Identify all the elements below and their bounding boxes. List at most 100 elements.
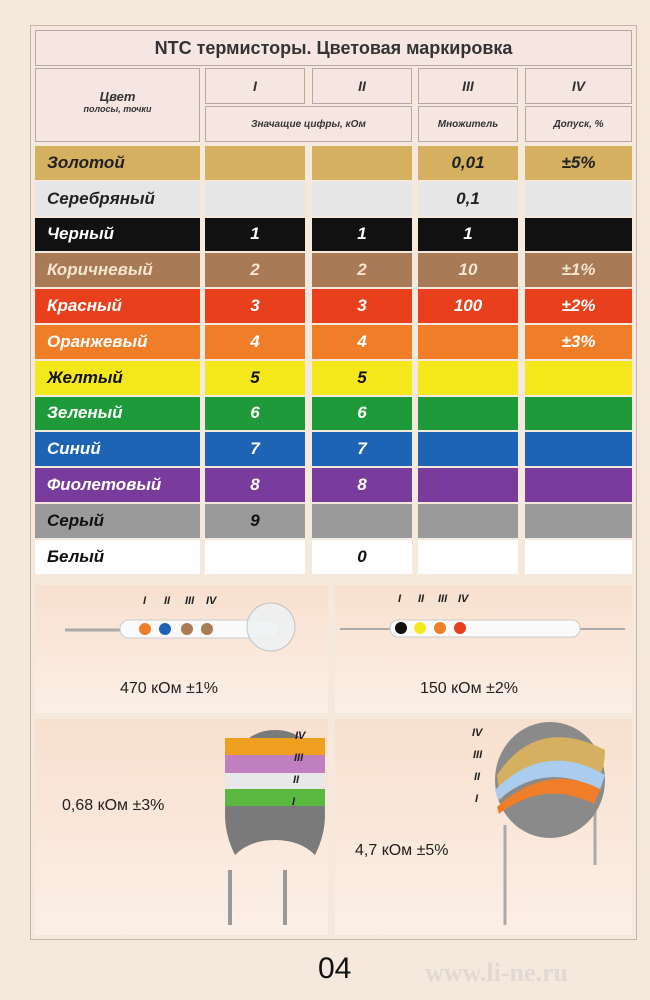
thermistor-disk <box>495 722 605 925</box>
value-cell: 5 <box>312 360 412 395</box>
value-cell <box>525 396 632 431</box>
value-cell: 2 <box>205 253 305 288</box>
value-cell <box>525 539 632 574</box>
value-cell <box>418 468 518 502</box>
value-cell: ±3% <box>525 325 632 359</box>
value-cell: 1 <box>312 217 412 252</box>
band-label: I <box>398 593 402 605</box>
value-cell <box>525 504 632 538</box>
value-cell <box>205 181 305 216</box>
value-label: 0,68 кОм ±3% <box>62 797 165 814</box>
band-label: II <box>474 771 481 783</box>
value-cell <box>525 217 632 252</box>
value-cell <box>312 504 412 538</box>
value-cell: 8 <box>312 468 412 502</box>
value-cell <box>525 360 632 395</box>
panel <box>335 585 632 713</box>
value-cell <box>418 360 518 395</box>
value-cell: 7 <box>205 432 305 467</box>
band-label: III <box>294 752 304 764</box>
value-cell <box>525 181 632 216</box>
value-cell: 3 <box>312 289 412 323</box>
color-name: Желтый <box>35 360 200 395</box>
value-cell <box>525 432 632 467</box>
value-cell: 0,1 <box>418 181 518 216</box>
value-cell <box>312 146 412 180</box>
value-cell: 4 <box>205 325 305 359</box>
value-cell: 10 <box>418 253 518 288</box>
color-name: Оранжевый <box>35 325 200 359</box>
subheader: Множитель <box>418 106 518 142</box>
value-cell: 7 <box>312 432 412 467</box>
value-cell: ±5% <box>525 146 632 180</box>
thermistor-rod <box>65 602 296 652</box>
column-header: I <box>205 68 305 104</box>
subheader: Значащие цифры, кОм <box>205 106 412 142</box>
value-label: 470 кОм ±1% <box>120 680 218 697</box>
value-cell: 6 <box>205 396 305 431</box>
thermistor-rod <box>340 619 625 638</box>
color-header: Цвет полосы, точки <box>35 68 200 142</box>
column-header: II <box>312 68 412 104</box>
column-header: IV <box>525 68 632 104</box>
value-cell <box>418 539 518 574</box>
value-cell: 100 <box>418 289 518 323</box>
title: NTC термисторы. Цветовая маркировка <box>35 30 632 66</box>
band-label: I <box>475 793 479 805</box>
band-label: III <box>473 749 483 761</box>
value-cell <box>312 181 412 216</box>
band-label: I <box>143 595 147 607</box>
value-cell: 0 <box>312 539 412 574</box>
value-cell <box>418 325 518 359</box>
value-cell: 4 <box>312 325 412 359</box>
color-subtitle: полосы, точки <box>83 104 152 114</box>
color-name: Красный <box>35 289 200 323</box>
thermistor-disk <box>225 730 325 925</box>
value-cell: 6 <box>312 396 412 431</box>
value-cell: 9 <box>205 504 305 538</box>
color-name: Фиолетовый <box>35 468 200 502</box>
value-cell: 8 <box>205 468 305 502</box>
frame <box>30 25 637 940</box>
examples <box>35 585 632 935</box>
page-number: 04 <box>318 952 352 985</box>
color-name: Черный <box>35 217 200 252</box>
band-label: IV <box>206 595 217 607</box>
value-cell: 2 <box>312 253 412 288</box>
value-cell <box>418 396 518 431</box>
band-label: IV <box>472 727 483 739</box>
color-title: Цвет <box>99 89 136 104</box>
value-cell: ±1% <box>525 253 632 288</box>
value-cell <box>205 146 305 180</box>
band-label: I <box>292 796 296 808</box>
band-label: III <box>438 593 448 605</box>
band-label: II <box>418 593 425 605</box>
color-name: Белый <box>35 539 200 574</box>
band-label: IV <box>295 730 306 742</box>
color-name: Серебряный <box>35 181 200 216</box>
value-cell <box>205 539 305 574</box>
value-cell: 1 <box>205 217 305 252</box>
band-label: III <box>185 595 195 607</box>
value-cell: 5 <box>205 360 305 395</box>
value-cell: 1 <box>418 217 518 252</box>
value-cell: ±2% <box>525 289 632 323</box>
value-cell <box>525 468 632 502</box>
value-cell <box>418 432 518 467</box>
column-header: III <box>418 68 518 104</box>
color-name: Коричневый <box>35 253 200 288</box>
color-name: Золотой <box>35 146 200 180</box>
watermark: www.li-ne.ru <box>425 958 568 987</box>
value-cell <box>418 504 518 538</box>
value-cell: 0,01 <box>418 146 518 180</box>
band-label: II <box>293 774 300 786</box>
color-name: Синий <box>35 432 200 467</box>
value-cell: 3 <box>205 289 305 323</box>
value-label: 150 кОм ±2% <box>420 680 518 697</box>
subheader: Допуск, % <box>525 106 632 142</box>
color-name: Серый <box>35 504 200 538</box>
band-label: II <box>164 595 171 607</box>
color-name: Зеленый <box>35 396 200 431</box>
band-label: IV <box>458 593 469 605</box>
